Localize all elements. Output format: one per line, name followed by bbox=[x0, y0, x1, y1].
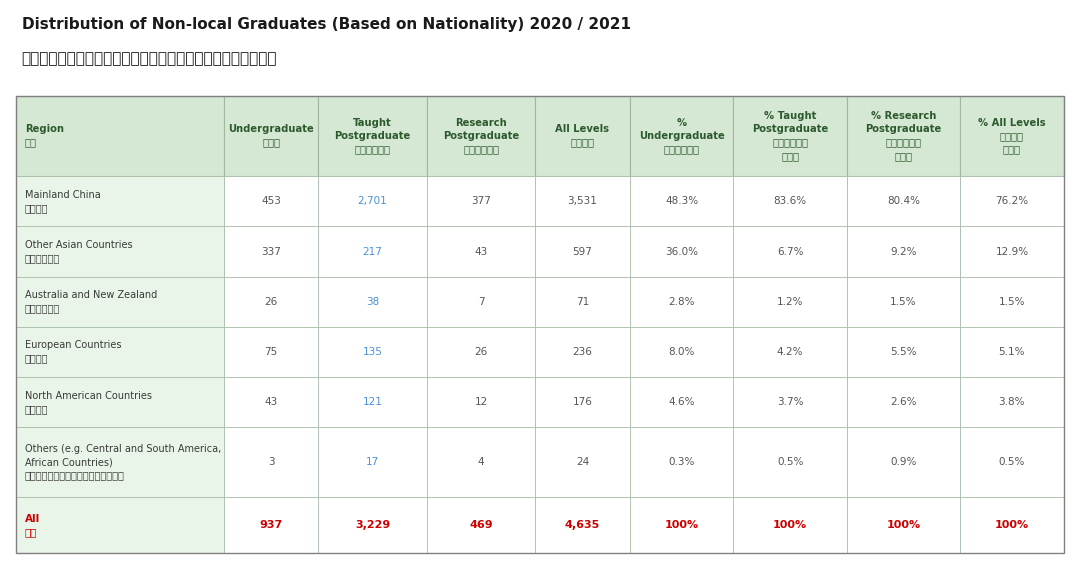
Text: 597: 597 bbox=[572, 246, 593, 257]
Text: 337: 337 bbox=[261, 246, 281, 257]
Text: 0.9%: 0.9% bbox=[890, 457, 917, 468]
Text: 100%: 100% bbox=[664, 520, 699, 530]
Text: 453: 453 bbox=[261, 196, 281, 206]
Text: 7: 7 bbox=[477, 297, 484, 307]
Text: 0.5%: 0.5% bbox=[777, 457, 804, 468]
Text: 24: 24 bbox=[576, 457, 589, 468]
Text: 4,635: 4,635 bbox=[565, 520, 600, 530]
Text: 4.2%: 4.2% bbox=[777, 347, 804, 357]
Text: 43: 43 bbox=[474, 246, 488, 257]
Text: 0.5%: 0.5% bbox=[999, 457, 1025, 468]
Text: 100%: 100% bbox=[887, 520, 920, 530]
Text: 48.3%: 48.3% bbox=[665, 196, 698, 206]
Text: 3: 3 bbox=[268, 457, 274, 468]
Text: 5.5%: 5.5% bbox=[890, 347, 917, 357]
Text: 26: 26 bbox=[265, 297, 278, 307]
Text: 12: 12 bbox=[474, 397, 488, 407]
Text: North American Countries
北美國家: North American Countries 北美國家 bbox=[25, 390, 152, 414]
Text: 43: 43 bbox=[265, 397, 278, 407]
Text: 469: 469 bbox=[469, 520, 492, 530]
Text: 4: 4 bbox=[477, 457, 484, 468]
Text: 二零二零／二零二一年度非本地畢業生（以國籍釐定）分佈人數: 二零二零／二零二一年度非本地畢業生（以國籍釐定）分佈人數 bbox=[22, 51, 278, 66]
Text: % Research
Postgraduate
研究式研究生
百分比: % Research Postgraduate 研究式研究生 百分比 bbox=[865, 111, 942, 161]
Text: %
Undergraduate
本科生百分比: % Undergraduate 本科生百分比 bbox=[638, 118, 725, 154]
Text: 12.9%: 12.9% bbox=[996, 246, 1028, 257]
Text: 217: 217 bbox=[363, 246, 382, 257]
Text: 0.3%: 0.3% bbox=[669, 457, 694, 468]
Text: 4.6%: 4.6% bbox=[669, 397, 694, 407]
Text: Other Asian Countries
其他亞洲國家: Other Asian Countries 其他亞洲國家 bbox=[25, 240, 133, 263]
Text: 75: 75 bbox=[265, 347, 278, 357]
Text: 1.5%: 1.5% bbox=[890, 297, 917, 307]
Text: 6.7%: 6.7% bbox=[777, 246, 804, 257]
Text: 38: 38 bbox=[366, 297, 379, 307]
Text: 121: 121 bbox=[363, 397, 382, 407]
Text: Taught
Postgraduate
修課式研究生: Taught Postgraduate 修課式研究生 bbox=[335, 118, 410, 154]
Text: 26: 26 bbox=[474, 347, 488, 357]
Text: Mainland China
中國內地: Mainland China 中國內地 bbox=[25, 190, 100, 213]
Text: 83.6%: 83.6% bbox=[773, 196, 807, 206]
Text: 80.4%: 80.4% bbox=[887, 196, 920, 206]
Text: % Taught
Postgraduate
修課式研究生
百分比: % Taught Postgraduate 修課式研究生 百分比 bbox=[752, 111, 828, 161]
Text: 8.0%: 8.0% bbox=[669, 347, 694, 357]
Text: Distribution of Non-local Graduates (Based on Nationality) 2020 / 2021: Distribution of Non-local Graduates (Bas… bbox=[22, 17, 631, 32]
Text: 2.6%: 2.6% bbox=[890, 397, 917, 407]
Text: 1.5%: 1.5% bbox=[999, 297, 1025, 307]
Text: 135: 135 bbox=[363, 347, 382, 357]
Text: 3,531: 3,531 bbox=[567, 196, 597, 206]
Text: 5.1%: 5.1% bbox=[999, 347, 1025, 357]
Text: 3,229: 3,229 bbox=[355, 520, 390, 530]
Text: 3.8%: 3.8% bbox=[999, 397, 1025, 407]
Text: All Levels
全部課程: All Levels 全部課程 bbox=[555, 125, 609, 148]
Text: 9.2%: 9.2% bbox=[890, 246, 917, 257]
Text: Australia and New Zealand
澳洲及新西蘭: Australia and New Zealand 澳洲及新西蘭 bbox=[25, 290, 157, 314]
Text: All
總計: All 總計 bbox=[25, 513, 40, 537]
Text: Undergraduate
本科生: Undergraduate 本科生 bbox=[228, 125, 314, 148]
Text: 2.8%: 2.8% bbox=[669, 297, 694, 307]
Text: 71: 71 bbox=[576, 297, 589, 307]
Text: European Countries
歐洲國家: European Countries 歐洲國家 bbox=[25, 340, 121, 364]
Text: Research
Postgraduate
研究式研究生: Research Postgraduate 研究式研究生 bbox=[443, 118, 519, 154]
Text: Region
地區: Region 地區 bbox=[25, 125, 64, 148]
Text: 36.0%: 36.0% bbox=[665, 246, 698, 257]
Text: % All Levels
全部課程
百分比: % All Levels 全部課程 百分比 bbox=[978, 118, 1045, 154]
Text: 377: 377 bbox=[471, 196, 491, 206]
Text: 17: 17 bbox=[366, 457, 379, 468]
Text: 1.2%: 1.2% bbox=[777, 297, 804, 307]
Text: 76.2%: 76.2% bbox=[996, 196, 1028, 206]
Text: 2,701: 2,701 bbox=[357, 196, 388, 206]
Text: 937: 937 bbox=[259, 520, 283, 530]
Text: 100%: 100% bbox=[773, 520, 807, 530]
Text: 236: 236 bbox=[572, 347, 593, 357]
Text: 3.7%: 3.7% bbox=[777, 397, 804, 407]
Text: Others (e.g. Central and South America,
African Countries)
其他（例如：中美及南美、非洲國家）: Others (e.g. Central and South America, … bbox=[25, 444, 221, 481]
Text: 100%: 100% bbox=[995, 520, 1029, 530]
Text: 176: 176 bbox=[572, 397, 593, 407]
